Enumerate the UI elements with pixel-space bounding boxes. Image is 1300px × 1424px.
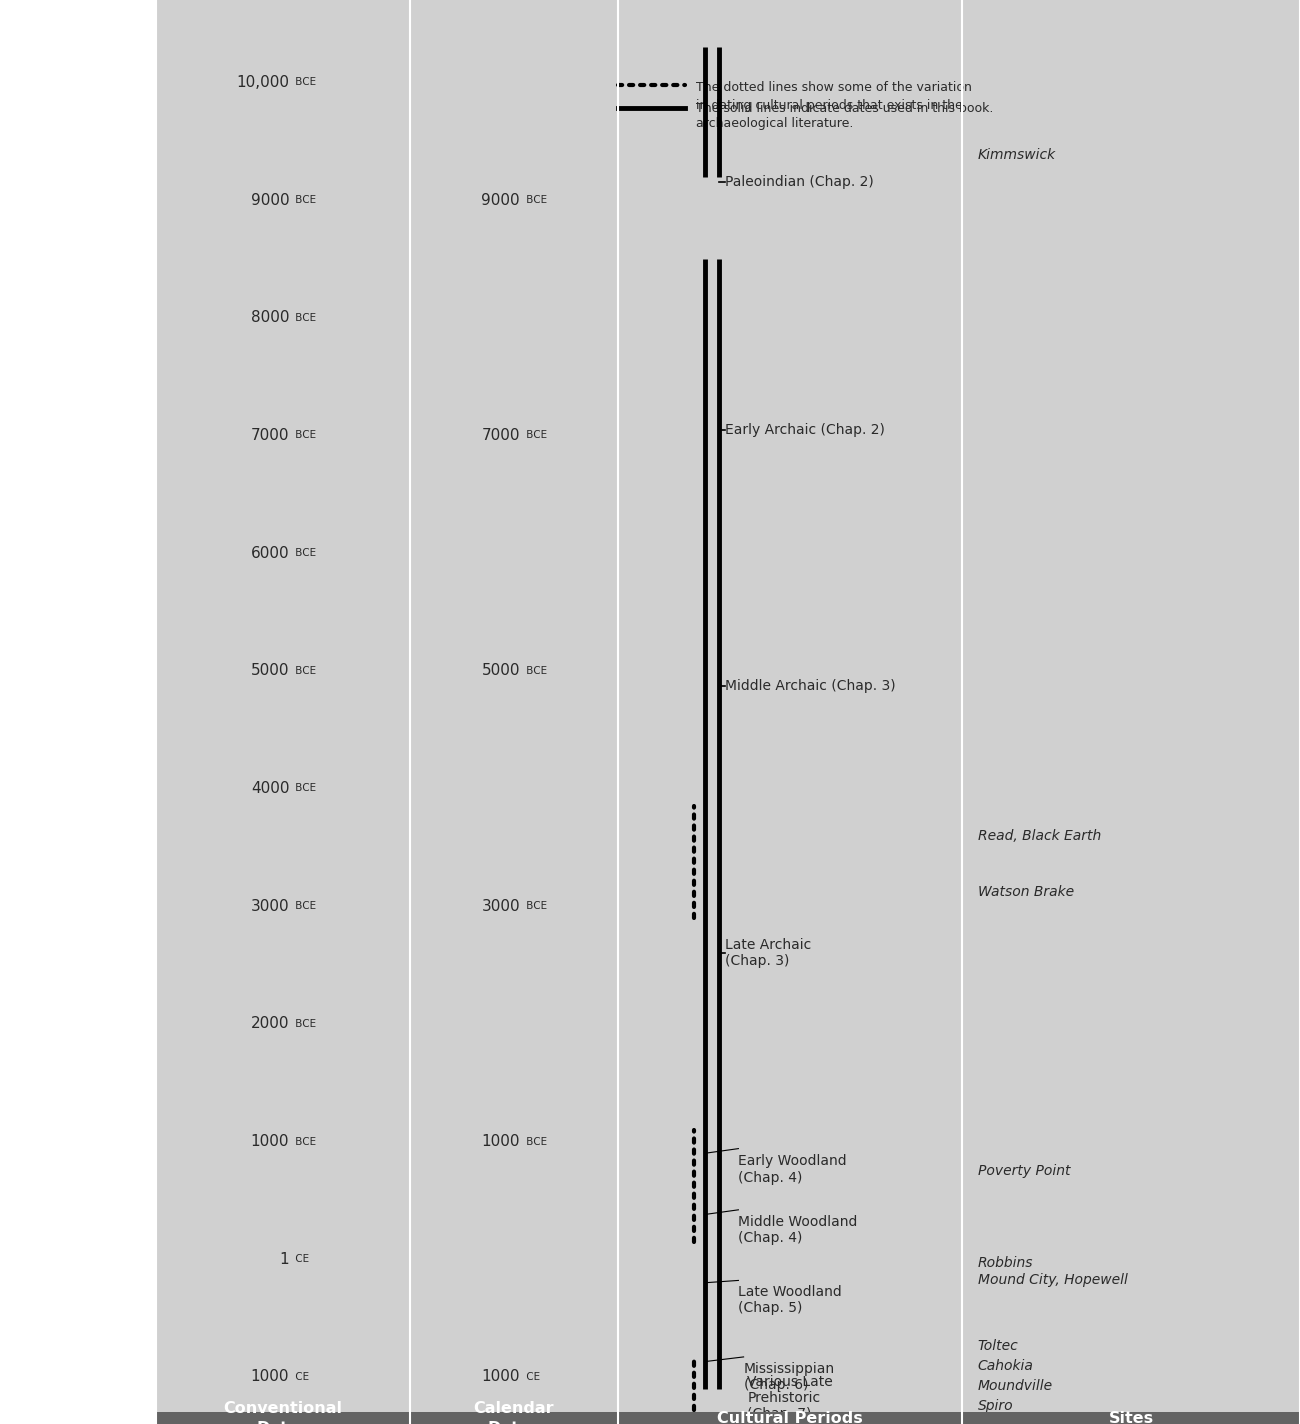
Text: The solid lines indicate dates used in this book.: The solid lines indicate dates used in t… [696,101,993,115]
Text: 1000: 1000 [481,1370,520,1384]
Text: 1000: 1000 [481,1134,520,1149]
Text: BCE: BCE [291,1136,316,1146]
Bar [156,1413,1300,1424]
Text: Kimmswick: Kimmswick [978,148,1056,162]
Text: 9000: 9000 [481,192,520,208]
Text: 2000: 2000 [251,1017,289,1031]
Text: BCE: BCE [291,430,316,440]
Text: 4000: 4000 [251,780,289,796]
Text: Cahokia: Cahokia [978,1360,1034,1373]
Text: Robbins: Robbins [978,1256,1034,1270]
Text: Early Archaic (Chap. 2): Early Archaic (Chap. 2) [725,423,885,437]
Text: Various Late
Prehistoric
(Chap. 7): Various Late Prehistoric (Chap. 7) [747,1376,833,1421]
Text: Conventional
Dates: Conventional Dates [224,1401,342,1424]
Text: 10,000: 10,000 [237,75,289,90]
Text: 7000: 7000 [251,429,289,443]
Text: Read, Black Earth: Read, Black Earth [978,829,1101,843]
Text: Mississippian
(Chap. 6): Mississippian (Chap. 6) [744,1361,835,1391]
Text: BCE: BCE [291,195,316,205]
Text: 3000: 3000 [481,899,520,914]
Text: 5000: 5000 [251,664,289,678]
Text: Middle Archaic (Chap. 3): Middle Archaic (Chap. 3) [725,679,896,693]
Text: 1000: 1000 [251,1370,289,1384]
Text: Cultural Periods: Cultural Periods [716,1411,863,1424]
Text: BCE: BCE [523,901,547,911]
Text: 1: 1 [280,1252,289,1267]
Text: Moundville: Moundville [978,1380,1053,1393]
Text: The dotted lines show some of the variation
in dating cultural periods that exis: The dotted lines show some of the variat… [696,81,971,130]
Text: Early Woodland
(Chap. 4): Early Woodland (Chap. 4) [738,1155,848,1185]
Text: Mound City, Hopewell: Mound City, Hopewell [978,1273,1127,1287]
Text: Spiro: Spiro [978,1400,1013,1414]
Text: CE: CE [291,1255,309,1265]
Bar [0,0,156,1424]
Text: BCE: BCE [291,666,316,676]
Text: 1000: 1000 [251,1134,289,1149]
Text: BCE: BCE [523,430,547,440]
Text: BCE: BCE [291,77,316,87]
Text: 8000: 8000 [251,310,289,325]
Text: Watson Brake: Watson Brake [978,886,1074,899]
Text: Toltec: Toltec [978,1340,1018,1353]
Text: CE: CE [523,1371,540,1381]
Text: Sites: Sites [1109,1411,1153,1424]
Text: Middle Woodland
(Chap. 4): Middle Woodland (Chap. 4) [738,1215,858,1245]
Text: BCE: BCE [291,901,316,911]
Text: 9000: 9000 [251,192,289,208]
Text: Late Woodland
(Chap. 5): Late Woodland (Chap. 5) [738,1284,842,1316]
Text: 3000: 3000 [251,899,289,914]
Text: BCE: BCE [523,195,547,205]
Text: CE: CE [291,1371,309,1381]
Text: 7000: 7000 [481,429,520,443]
Text: 5000: 5000 [481,664,520,678]
Text: 6000: 6000 [251,545,289,561]
Text: BCE: BCE [523,1136,547,1146]
Text: BCE: BCE [291,1018,316,1030]
Text: Poverty Point: Poverty Point [978,1163,1070,1178]
Text: Paleoindian (Chap. 2): Paleoindian (Chap. 2) [725,175,874,189]
Text: Calendar
Dates: Calendar Dates [473,1401,554,1424]
Text: Late Archaic
(Chap. 3): Late Archaic (Chap. 3) [725,938,811,968]
Text: BCE: BCE [523,666,547,676]
Text: BCE: BCE [291,548,316,558]
Text: BCE: BCE [291,783,316,793]
Text: BCE: BCE [291,313,316,323]
